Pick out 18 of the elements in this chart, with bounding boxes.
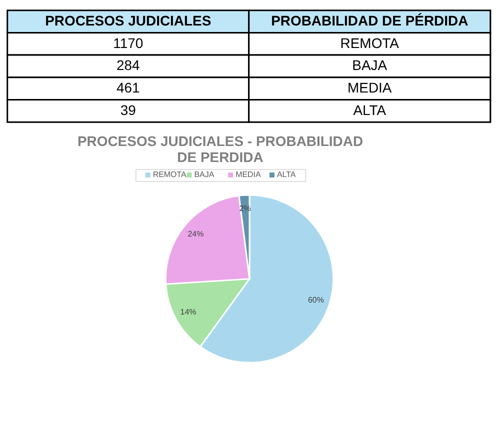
data-label: 39: [120, 102, 136, 118]
legend-label: MEDIA: [236, 170, 262, 180]
category-label: MEDIA: [348, 80, 392, 96]
data-label: 284: [116, 57, 140, 74]
data-label: 14%: [180, 307, 196, 316]
text: PROBABILIDAD DE PÉRDIDA: [271, 12, 468, 29]
category-label: REMOTA: [340, 34, 400, 51]
data-label: 461: [116, 80, 140, 96]
data-label: 1170: [113, 34, 144, 51]
category-label: BAJA: [352, 57, 388, 74]
chart-title: PROCESOS JUDICIALES - PROBABILIDAD DE PERDIDA: [77, 133, 364, 166]
category-label: ALTA: [353, 102, 387, 118]
text: PROCESOS JUDICIALES: [45, 12, 212, 29]
legend-label: ALTA: [276, 170, 296, 180]
data-label: 60%: [308, 295, 324, 304]
legend-label: REMOTA: [152, 170, 187, 180]
data-label: 24%: [188, 229, 204, 238]
legend-label: BAJA: [194, 170, 215, 180]
